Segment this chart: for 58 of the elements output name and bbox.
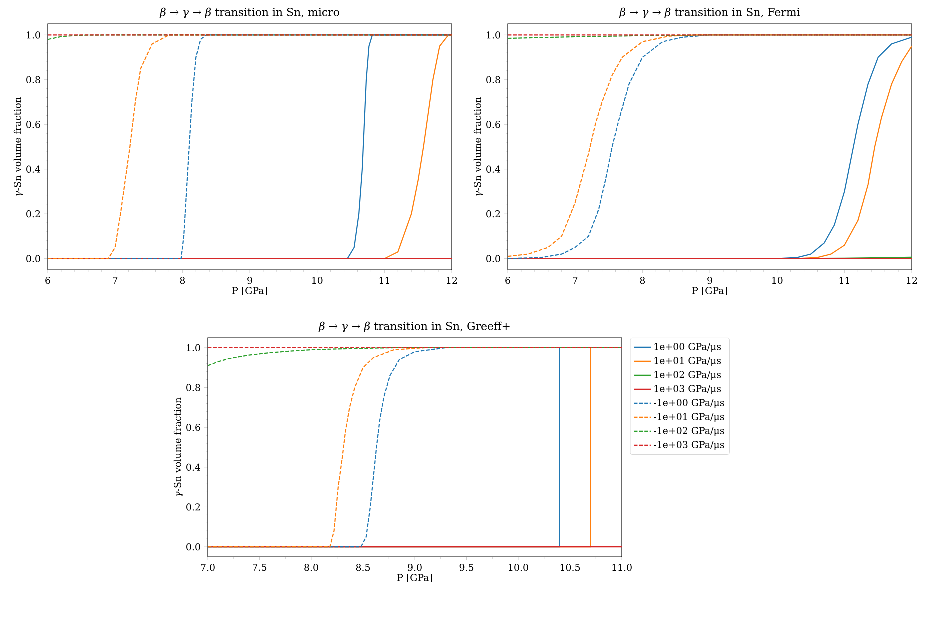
x-axis-title: P [GPa] <box>398 574 432 582</box>
x-tick-label: 9.0 <box>408 564 422 572</box>
x-tick-label: 8.5 <box>356 564 370 572</box>
legend-label: 1e+02 GPa/μs <box>654 371 722 380</box>
x-tick-label: 9.5 <box>460 564 474 572</box>
x-tick-label: 7.0 <box>201 564 215 572</box>
x-tick-label: 7 <box>113 277 118 284</box>
x-tick-label: 10 <box>772 277 783 284</box>
x-tick-label: 7 <box>573 277 578 284</box>
x-tick-label: 6 <box>506 277 510 284</box>
y-tick-label: 0.6 <box>186 424 200 432</box>
x-tick-label: 12 <box>447 277 458 284</box>
y-tick-label: 0.2 <box>186 504 200 511</box>
y-tick-label: 0.2 <box>26 210 40 218</box>
legend-label: 1e+00 GPa/μs <box>654 343 722 352</box>
y-axis-title: γ-Sn volume fraction <box>174 398 184 496</box>
y-tick-label: 0.4 <box>26 166 41 173</box>
legend-label: -1e+00 GPa/μs <box>654 399 724 408</box>
y-tick-label: 1.0 <box>487 32 500 39</box>
x-axis-title: P [GPa] <box>692 287 728 296</box>
x-tick-label: 11.0 <box>612 564 632 572</box>
legend-label: 1e+01 GPa/μs <box>654 357 722 366</box>
y-tick-label: 0.0 <box>486 255 500 262</box>
y-tick-label: 0.6 <box>486 121 500 128</box>
x-tick-label: 12 <box>907 277 918 284</box>
y-tick-label: 0.4 <box>186 464 201 471</box>
y-tick-label: 0.8 <box>186 384 200 392</box>
chart-title: β → γ → β transition in Sn, Fermi <box>619 8 800 18</box>
legend-label: -1e+03 GPa/μs <box>654 441 724 450</box>
x-tick-label: 9 <box>708 277 712 284</box>
y-tick-label: 0.8 <box>26 76 40 84</box>
y-tick-label: 0.4 <box>486 166 501 173</box>
y-axis-title: γ-Sn volume fraction <box>14 97 24 196</box>
x-tick-label: 11 <box>840 277 850 284</box>
x-tick-label: 10 <box>312 277 323 284</box>
x-tick-label: 10.0 <box>509 564 528 572</box>
x-tick-label: 8.0 <box>304 564 318 572</box>
legend-label: -1e+02 GPa/μs <box>654 427 724 436</box>
legend-label: 1e+03 GPa/μs <box>654 385 722 394</box>
y-tick-label: 0.6 <box>26 121 40 128</box>
x-tick-label: 6 <box>46 277 50 284</box>
y-tick-label: 1.0 <box>187 344 200 352</box>
legend-label: -1e+01 GPa/μs <box>654 413 724 422</box>
y-axis-title: γ-Sn volume fraction <box>474 97 484 196</box>
x-tick-label: 11 <box>380 277 390 284</box>
y-tick-label: 0.0 <box>26 255 40 262</box>
x-tick-label: 8 <box>640 277 646 284</box>
x-tick-label: 10.5 <box>560 564 580 572</box>
x-tick-label: 8 <box>180 277 186 284</box>
chart-title: β → γ → β transition in Sn, Greeff+ <box>318 322 510 332</box>
y-tick-label: 0.2 <box>486 210 500 218</box>
x-tick-label: 7.5 <box>253 564 267 572</box>
x-tick-label: 9 <box>248 277 252 284</box>
y-tick-label: 0.8 <box>486 76 500 84</box>
chart-title: β → γ → β transition in Sn, micro <box>160 8 340 18</box>
y-tick-label: 1.0 <box>27 32 40 39</box>
y-tick-label: 0.0 <box>186 543 200 551</box>
x-axis-title: P [GPa] <box>232 287 268 296</box>
